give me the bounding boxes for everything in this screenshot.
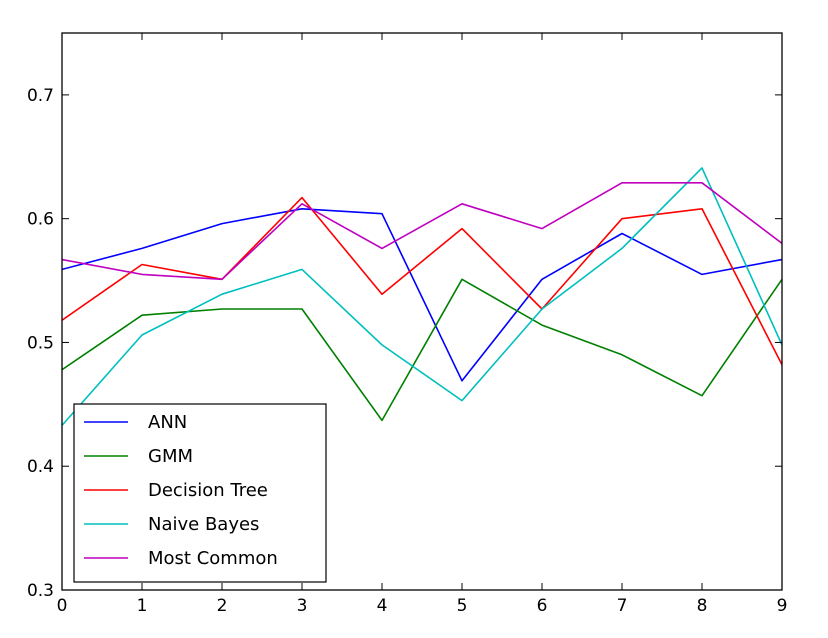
y-tick-label: 0.5 [27, 333, 54, 353]
series-line-naive-bayes [62, 167, 782, 426]
x-tick-label: 4 [377, 596, 388, 616]
x-tick-label: 9 [777, 596, 788, 616]
x-tick-label: 5 [457, 596, 468, 616]
legend-label: Naive Bayes [148, 514, 259, 535]
legend-label: Most Common [148, 548, 278, 569]
y-tick-label: 0.4 [27, 457, 54, 477]
legend-box [73, 403, 327, 583]
series-line-gmm [62, 278, 782, 422]
x-tick-label: 0 [57, 596, 68, 616]
series-layer [62, 167, 782, 426]
x-tick-label: 8 [697, 596, 708, 616]
legend: ANN GMM Decision Tree Naive Bayes Most Commo… [73, 403, 327, 583]
axis-ticks: 0 1 2 3 4 5 6 7 8 9 0.3 0.4 0.5 0.6 0.7 [27, 33, 787, 616]
legend-label: GMM [148, 446, 193, 467]
legend-label: Decision Tree [148, 480, 268, 501]
x-tick-label: 6 [537, 596, 548, 616]
series-line-ann [62, 208, 782, 382]
legend-label: ANN [148, 412, 187, 433]
series-line-most-common [62, 182, 782, 281]
x-tick-label: 7 [617, 596, 628, 616]
axes-frame [61, 32, 783, 591]
x-tick-label: 1 [137, 596, 148, 616]
series-line-decision-tree [62, 196, 782, 366]
y-tick-label: 0.3 [27, 581, 54, 601]
x-tick-label: 3 [297, 596, 308, 616]
y-tick-label: 0.6 [27, 210, 54, 230]
y-tick-label: 0.7 [27, 86, 54, 106]
x-tick-label: 2 [217, 596, 228, 616]
